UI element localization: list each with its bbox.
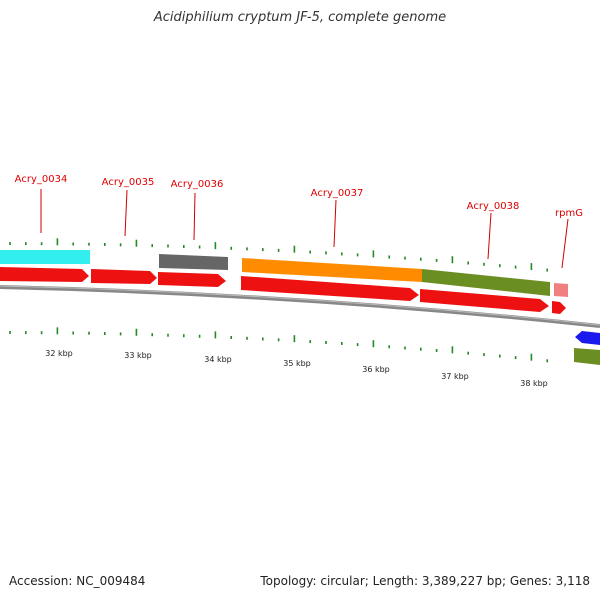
gene-arrow-rpmg[interactable] (552, 301, 566, 314)
gray-feature-bar[interactable] (159, 254, 228, 270)
gene-label-leaders (40, 189, 569, 269)
lower-ticks (9, 327, 549, 363)
genome-title: Acidiphilium cryptum JF-5, complete geno… (153, 10, 447, 25)
blue-gene-arrow[interactable] (575, 331, 600, 345)
gene-label-rpmg: rpmG (555, 208, 583, 219)
gene-arrow-acry-0034[interactable] (0, 267, 89, 282)
gene-arrow-acry-0035[interactable] (91, 269, 157, 284)
kbp-label-38: 38 kbp (520, 379, 548, 388)
genome-summary-text: Topology: circular; Length: 3,389,227 bp… (260, 574, 590, 588)
genome-backbone (0, 285, 600, 328)
kbp-label-36: 36 kbp (362, 365, 390, 374)
accession-text: Accession: NC_009484 (9, 574, 146, 588)
kbp-label-34: 34 kbp (204, 355, 232, 364)
pink-feature-bar[interactable] (554, 283, 568, 297)
gene-label-acry-0036: Acry_0036 (171, 179, 224, 190)
gene-label-acry-0037: Acry_0037 (311, 188, 364, 199)
gene-arrow-acry-0037[interactable] (241, 276, 419, 301)
cyan-feature-bar[interactable] (0, 250, 90, 264)
orange-feature-bar[interactable] (242, 258, 422, 282)
kbp-label-32: 32 kbp (45, 349, 73, 358)
kbp-label-37: 37 kbp (441, 372, 469, 381)
gene-label-acry-0035: Acry_0035 (102, 177, 155, 188)
kbp-label-33: 33 kbp (124, 351, 152, 360)
gene-arrow-acry-0038[interactable] (420, 289, 549, 312)
gene-label-acry-0034: Acry_0034 (15, 174, 68, 185)
olive-feature-bar[interactable] (422, 269, 550, 296)
kbp-label-35: 35 kbp (283, 359, 311, 368)
gene-label-acry-0038: Acry_0038 (467, 201, 520, 212)
gene-arrow-acry-0036[interactable] (158, 272, 226, 287)
olive-lower-feature-bar[interactable] (574, 348, 600, 365)
upper-ticks (9, 238, 549, 272)
